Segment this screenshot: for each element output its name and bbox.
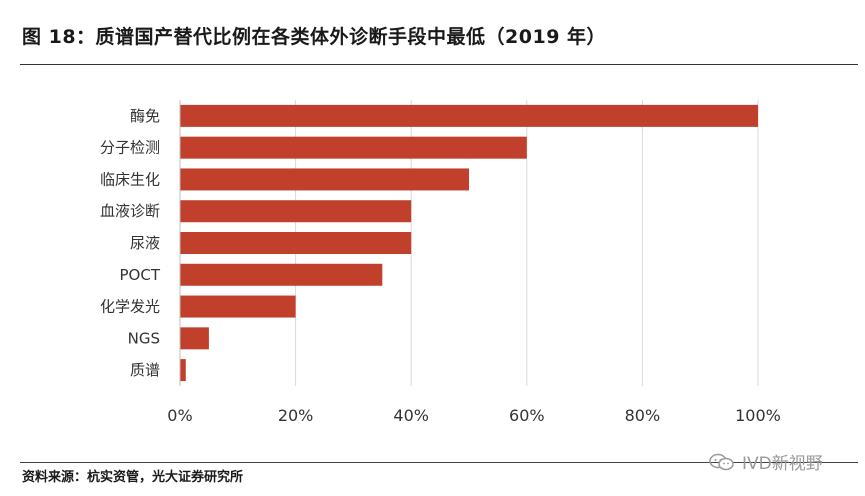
bar [180,359,186,382]
bars [180,104,758,382]
x-tick-label: 40% [393,406,429,425]
category-label: 临床生化 [100,170,160,188]
bar [180,263,383,286]
category-label: 质谱 [130,361,160,379]
x-tick-label: 0% [167,406,192,425]
x-tick-label: 20% [278,406,314,425]
x-tick-label: 100% [735,406,781,425]
category-label: 分子检测 [100,139,160,157]
bar [180,327,209,350]
category-label: 酶免 [130,107,160,125]
category-label: NGS [128,329,160,347]
bar [180,168,469,191]
watermark: IVD新视野 [708,449,823,474]
category-label: 血液诊断 [100,202,160,220]
wechat-icon [709,453,734,470]
bar [180,295,296,318]
watermark-text: IVD新视野 [742,454,823,474]
x-tick-labels: 0% 20% 40% 60% 80% 100% [167,406,781,425]
footer-divider [20,462,858,463]
category-label: 尿液 [130,234,160,252]
bar [180,136,527,159]
category-label: 化学发光 [100,298,160,316]
bar [180,200,412,223]
source-note: 资料来源：杭实资管，光大证券研究所 [22,470,244,485]
x-tick-label: 60% [509,406,545,425]
bar [180,232,412,254]
chart-title: 图 18：质谱国产替代比例在各类体外诊断手段中最低（2019 年） [22,26,607,48]
title-divider [20,64,858,65]
bar [180,104,758,127]
category-label: POCT [120,266,161,284]
x-tick-label: 80% [625,406,661,425]
